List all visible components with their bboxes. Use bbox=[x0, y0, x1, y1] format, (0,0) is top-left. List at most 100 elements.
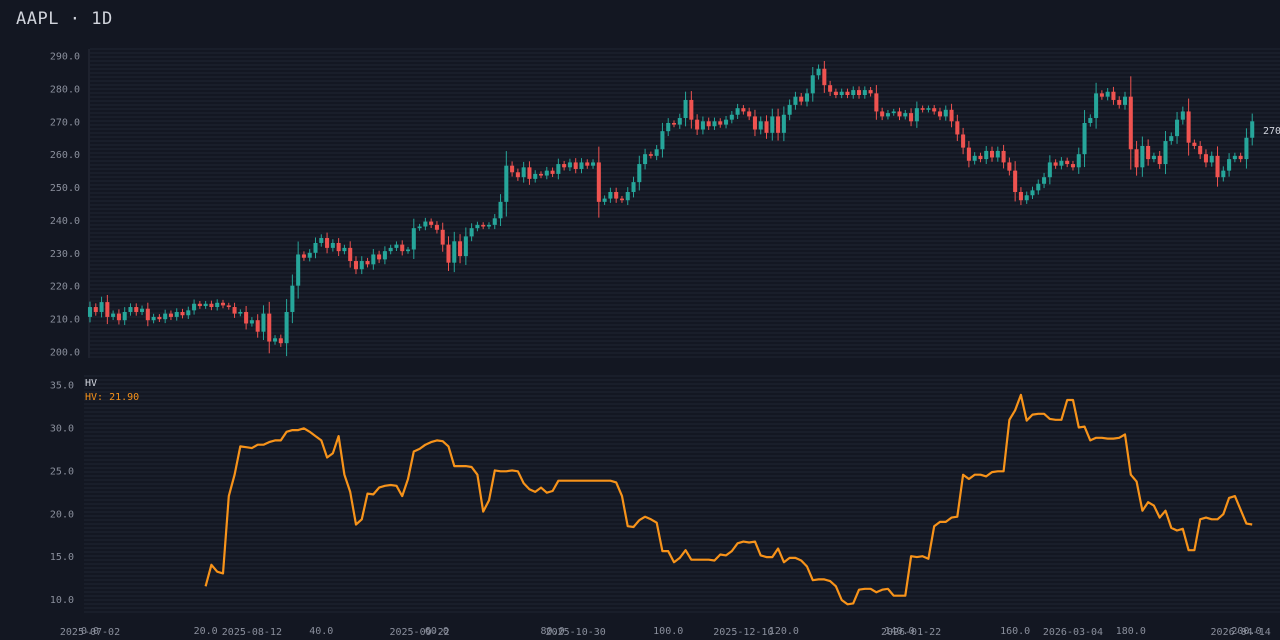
candle-body bbox=[695, 119, 700, 130]
candle-body bbox=[197, 303, 202, 307]
candle-body bbox=[463, 236, 468, 257]
candle-body bbox=[764, 121, 769, 133]
candle-body bbox=[307, 252, 312, 258]
x-index-label: 20.0 bbox=[194, 626, 218, 637]
candle-body bbox=[1175, 119, 1180, 137]
hv-tick-label: 10.0 bbox=[50, 595, 74, 606]
candle-body bbox=[1082, 122, 1087, 155]
candle-body bbox=[296, 254, 301, 286]
candle-body bbox=[608, 191, 613, 199]
x-index-label: 60.0 bbox=[425, 626, 449, 637]
candle-body bbox=[787, 104, 792, 115]
x-date-label: 2025-08-12 bbox=[222, 627, 282, 638]
candle-body bbox=[1140, 145, 1145, 168]
candle-body bbox=[602, 198, 607, 202]
candle-body bbox=[961, 134, 966, 148]
x-date-label: 2026-04-14 bbox=[1211, 627, 1271, 638]
candle-body bbox=[585, 162, 590, 166]
candle-body bbox=[105, 302, 110, 317]
candle-body bbox=[180, 311, 185, 316]
candle-body bbox=[891, 111, 896, 114]
candle-body bbox=[562, 164, 567, 168]
candle-body bbox=[741, 108, 746, 112]
hv-tick-label: 30.0 bbox=[50, 423, 74, 434]
candle-body bbox=[1024, 195, 1029, 201]
candle-body bbox=[209, 303, 214, 308]
price-tick-label: 280.0 bbox=[50, 84, 80, 95]
x-date-label: 2026-01-22 bbox=[881, 627, 941, 638]
candle-body bbox=[1146, 145, 1151, 160]
candle-body bbox=[504, 165, 509, 202]
candlestick-series bbox=[87, 60, 1255, 357]
candle-body bbox=[1198, 145, 1203, 155]
candle-body bbox=[758, 121, 763, 130]
candle-body bbox=[793, 96, 798, 105]
candle-body bbox=[244, 311, 249, 324]
candle-body bbox=[677, 118, 682, 125]
candle-body bbox=[972, 155, 977, 161]
x-date-label: 2025-12-10 bbox=[713, 627, 773, 638]
candle-body bbox=[689, 99, 694, 120]
candle-body bbox=[1221, 170, 1226, 178]
candle-body bbox=[215, 302, 220, 308]
candle-body bbox=[1169, 136, 1174, 142]
candle-body bbox=[87, 307, 93, 317]
candle-body bbox=[111, 313, 116, 317]
candle-body bbox=[1209, 155, 1214, 163]
candle-body bbox=[648, 154, 653, 156]
candle-body bbox=[99, 302, 104, 312]
candle-body bbox=[596, 162, 601, 202]
candle-body bbox=[1099, 93, 1104, 97]
hv-line bbox=[204, 393, 1253, 606]
candle-body bbox=[411, 228, 416, 250]
candle-body bbox=[862, 90, 867, 96]
x-index-label: 80.0 bbox=[541, 626, 565, 637]
candle-body bbox=[1036, 183, 1041, 191]
candle-body bbox=[446, 244, 451, 263]
candle-body bbox=[1244, 137, 1249, 160]
candle-body bbox=[140, 308, 145, 312]
candle-body bbox=[1007, 162, 1012, 171]
candle-body bbox=[1059, 160, 1064, 166]
candle-body bbox=[747, 111, 752, 117]
candle-body bbox=[1013, 170, 1018, 192]
hv-tick-label: 25.0 bbox=[50, 466, 74, 477]
candle-body bbox=[359, 261, 364, 270]
hv-legend-name: HV bbox=[85, 378, 97, 389]
candle-body bbox=[614, 191, 619, 199]
candle-body bbox=[429, 221, 434, 225]
candle-body bbox=[533, 173, 538, 179]
candle-body bbox=[284, 311, 289, 344]
candle-body bbox=[1105, 91, 1110, 97]
candle-body bbox=[452, 241, 457, 263]
price-tick-label: 290.0 bbox=[50, 52, 80, 63]
price-tick-label: 240.0 bbox=[50, 216, 80, 227]
candle-body bbox=[1128, 96, 1133, 150]
candle-body bbox=[735, 108, 740, 115]
candle-body bbox=[1088, 118, 1093, 123]
candle-body bbox=[1215, 155, 1220, 178]
price-tick-label: 250.0 bbox=[50, 183, 80, 194]
candle-body bbox=[804, 93, 810, 102]
candle-body bbox=[851, 90, 856, 96]
candle-body bbox=[261, 313, 266, 332]
candle-body bbox=[405, 249, 411, 252]
candle-body bbox=[845, 91, 850, 96]
candle-body bbox=[521, 167, 526, 178]
candle-body bbox=[336, 242, 341, 252]
candle-body bbox=[174, 311, 179, 317]
candle-body bbox=[382, 251, 387, 260]
candle-body bbox=[683, 99, 688, 119]
candle-body bbox=[93, 307, 98, 312]
candle-body bbox=[1250, 121, 1255, 138]
candle-body bbox=[660, 131, 665, 150]
candle-body bbox=[1203, 154, 1208, 163]
candle-body bbox=[671, 122, 677, 125]
candle-body bbox=[995, 150, 1000, 158]
candle-body bbox=[1134, 149, 1139, 168]
candle-body bbox=[353, 261, 359, 270]
candle-body bbox=[885, 113, 890, 117]
candle-body bbox=[556, 164, 561, 174]
candle-body bbox=[718, 121, 723, 125]
